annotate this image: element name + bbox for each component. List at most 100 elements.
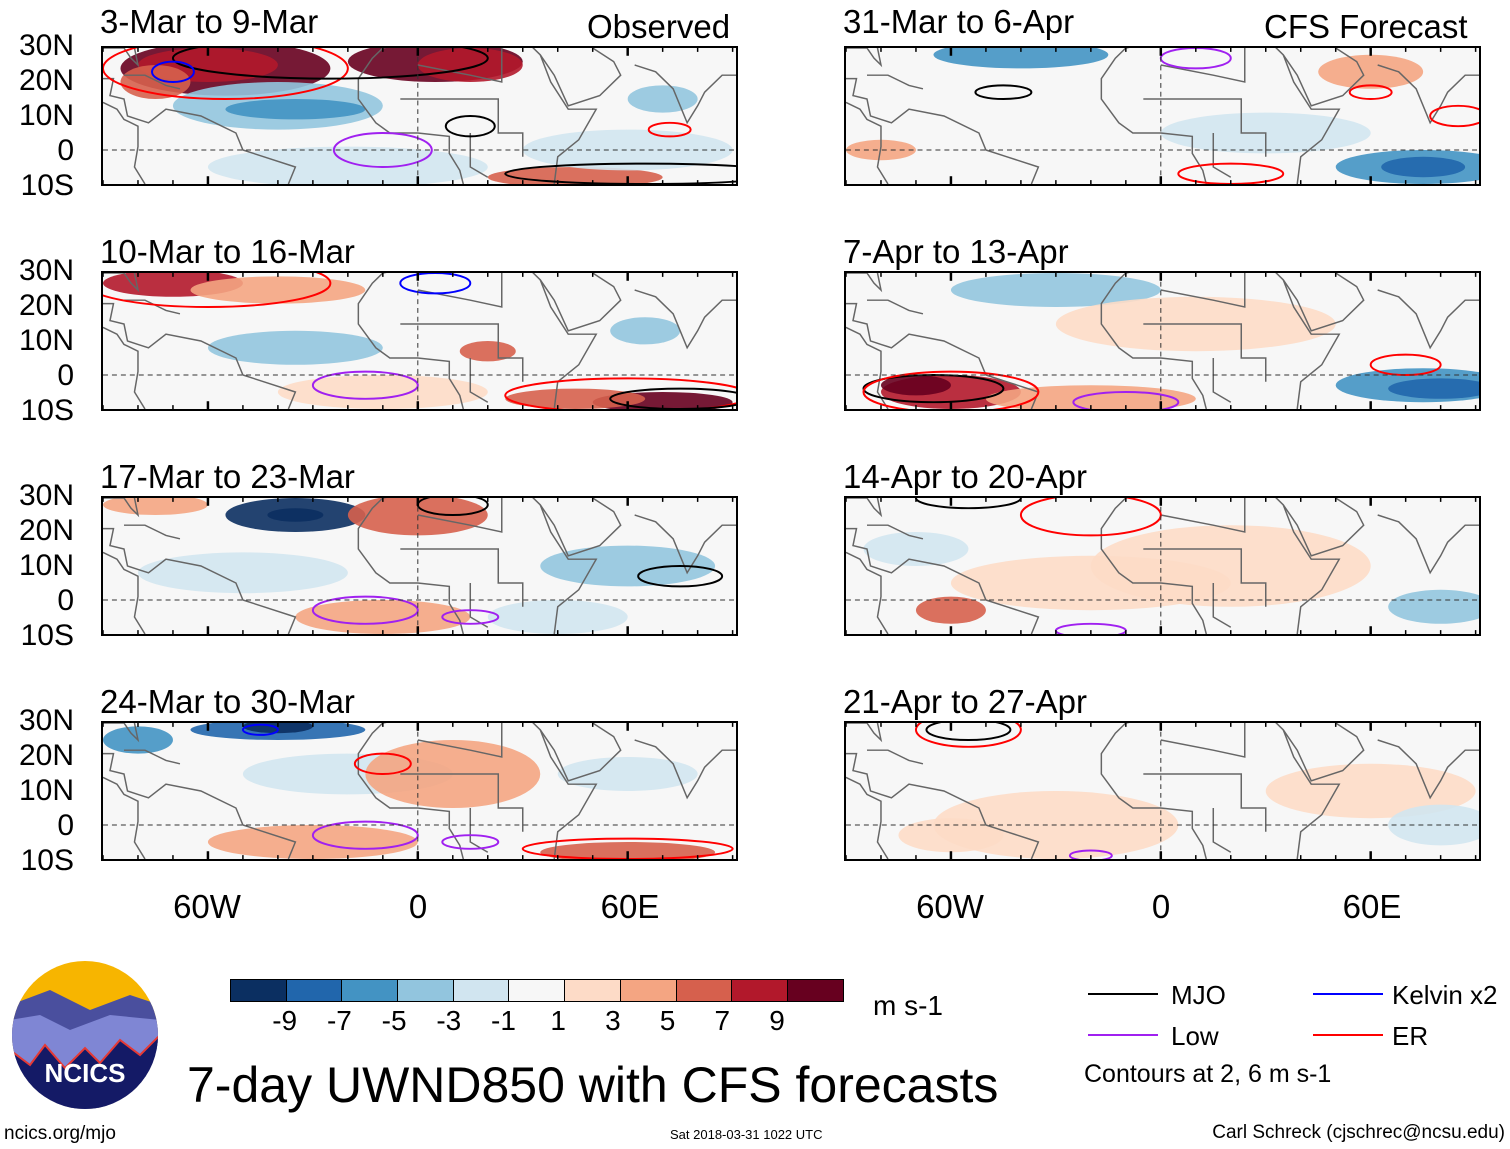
y-tick-label: 30N xyxy=(18,29,74,62)
wave-contour xyxy=(1348,84,1393,100)
coastline xyxy=(417,723,503,758)
y-tick-label: 20N xyxy=(18,289,74,322)
coastline xyxy=(123,749,181,765)
coastline xyxy=(103,498,140,518)
wave-contour xyxy=(914,498,1022,510)
coastline xyxy=(634,289,736,350)
coastline xyxy=(846,551,889,634)
colorbar-swatch xyxy=(398,980,454,1001)
coastline xyxy=(1377,64,1479,125)
coastline xyxy=(1143,98,1267,157)
anomaly-shading xyxy=(487,600,628,634)
wave-contour xyxy=(504,377,736,409)
anomaly-shading xyxy=(557,757,698,791)
colorbar-swatch xyxy=(231,980,287,1001)
coastline xyxy=(1212,358,1232,403)
coastline xyxy=(469,133,489,178)
coastline xyxy=(103,326,146,409)
colorbar-swatch xyxy=(732,980,788,1001)
map-panel xyxy=(101,496,738,636)
colorbar-tick-label: 7 xyxy=(714,1005,731,1036)
wave-contour xyxy=(974,84,1033,100)
wave-contour xyxy=(647,121,692,138)
coastline xyxy=(1160,723,1246,758)
anomaly-shading xyxy=(915,596,986,624)
colorbar-tick-label: -1 xyxy=(491,1005,516,1036)
coastline xyxy=(103,776,146,859)
coastline xyxy=(846,273,883,293)
coastline xyxy=(846,776,889,859)
anomaly-shading xyxy=(459,341,516,362)
colorbar-tick-label: -5 xyxy=(381,1005,407,1036)
y-tick-label: 20N xyxy=(18,739,74,772)
coastline xyxy=(1100,273,1208,409)
coastline xyxy=(357,273,465,409)
y-tick-label: 10N xyxy=(18,774,74,807)
mjo-legend-line xyxy=(1088,993,1158,995)
panel-title: 3-Mar to 9-Mar xyxy=(100,3,319,40)
coastline xyxy=(469,808,489,853)
low-legend-line xyxy=(1088,1034,1158,1036)
wave-contour xyxy=(1177,162,1285,184)
footer-timestamp: Sat 2018-03-31 1022 UTC xyxy=(670,1127,823,1142)
coastline xyxy=(846,101,889,184)
coastline xyxy=(1160,498,1246,533)
coastline xyxy=(103,48,140,68)
wave-contour xyxy=(103,273,332,308)
coastline xyxy=(1100,723,1208,859)
coastline xyxy=(1160,48,1246,83)
map-panel xyxy=(844,46,1481,186)
anomaly-shading xyxy=(610,317,681,345)
coastline xyxy=(846,48,883,68)
anomaly-shading xyxy=(1381,156,1466,178)
coastline xyxy=(1125,498,1341,634)
y-tick-label: 10S xyxy=(20,619,74,652)
coastline xyxy=(103,752,297,859)
wave-contour xyxy=(241,723,279,736)
wave-contour xyxy=(103,48,349,100)
wave-contour xyxy=(637,565,724,588)
anomaly-shading xyxy=(207,330,383,365)
anomaly-shading xyxy=(627,85,698,113)
map-panel xyxy=(101,46,738,186)
coastline xyxy=(1143,323,1267,382)
anomaly-shading xyxy=(898,818,1004,853)
anomaly-shading xyxy=(267,508,324,522)
colorbar-tick-label: 3 xyxy=(605,1005,621,1036)
wave-contour xyxy=(399,273,472,295)
coastline xyxy=(539,498,622,557)
wave-contour xyxy=(311,370,419,400)
y-tick-label: 10N xyxy=(18,549,74,582)
x-tick-label: 60W xyxy=(173,888,241,925)
anomaly-shading xyxy=(1090,525,1371,607)
wave-contour xyxy=(441,834,500,850)
colorbar-tick-label: 9 xyxy=(769,1005,785,1036)
anomaly-shading xyxy=(522,129,733,171)
coastline xyxy=(103,273,140,293)
colorbar-tick-label: -3 xyxy=(436,1005,462,1036)
wave-contour xyxy=(1429,104,1479,128)
wave-contour xyxy=(332,132,433,168)
coastline xyxy=(417,273,503,308)
y-tick-label: 0 xyxy=(57,584,74,617)
footer-author: Carl Schreck (cjschrec@ncsu.edu) xyxy=(1212,1122,1505,1143)
coastline xyxy=(1377,514,1479,575)
y-tick-label: 10S xyxy=(20,169,74,202)
anomaly-shading xyxy=(225,99,366,120)
coastline xyxy=(634,64,736,125)
wave-contour xyxy=(1019,498,1162,537)
map-panel xyxy=(101,271,738,411)
colorbar-units: m s-1 xyxy=(873,990,943,1021)
coastline xyxy=(634,514,736,575)
coastline xyxy=(1282,498,1365,557)
y-tick-label: 10S xyxy=(20,844,74,877)
kelvin-legend-line xyxy=(1313,993,1383,995)
wave-contour xyxy=(311,595,419,625)
coastline xyxy=(103,551,146,634)
anomaly-shading xyxy=(880,375,951,396)
coastline xyxy=(1125,48,1341,184)
wave-contour xyxy=(311,820,419,850)
contour-note: Contours at 2, 6 m s-1 xyxy=(1084,1060,1332,1088)
anomaly-shading xyxy=(137,552,348,594)
y-tick-label: 10N xyxy=(18,99,74,132)
